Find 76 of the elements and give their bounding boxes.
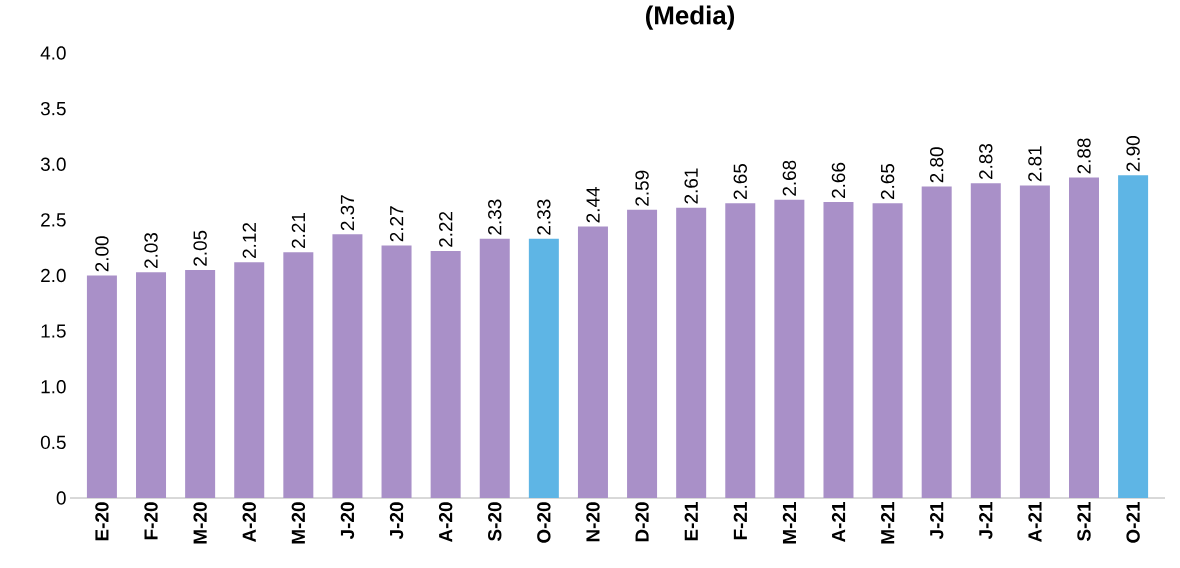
- data-label: 2.66: [831, 162, 846, 198]
- x-tick-label: A-21: [1028, 502, 1042, 543]
- data-label: 2.80: [929, 147, 944, 183]
- bar: [921, 186, 952, 498]
- bar: [1019, 185, 1050, 498]
- y-tick-label: 1.0: [41, 380, 66, 394]
- x-tick-label: J-20: [340, 502, 355, 540]
- bar: [676, 207, 707, 498]
- data-label: 2.61: [684, 168, 698, 204]
- bar: [774, 199, 805, 498]
- bar: [185, 269, 216, 498]
- x-tick-label: J-21: [979, 502, 993, 540]
- chart-title: (Media): [645, 5, 735, 30]
- data-label: 2.00: [95, 236, 109, 272]
- y-tick-label: 3.5: [40, 101, 66, 116]
- data-label: 2.88: [1077, 138, 1091, 174]
- y-tick-label: 3.0: [40, 157, 66, 171]
- bar: [577, 226, 608, 498]
- data-label: 2.81: [1028, 146, 1042, 182]
- bar: [872, 203, 903, 498]
- x-tick-label: M-21: [782, 502, 796, 544]
- data-label: 2.33: [537, 199, 551, 235]
- data-label: 2.83: [979, 143, 993, 180]
- bar: [136, 272, 167, 498]
- x-tick-label: S-20: [488, 502, 502, 541]
- x-tick-label: O-21: [1126, 502, 1140, 543]
- y-tick-label: 2.0: [41, 268, 66, 283]
- x-tick-label: M-21: [880, 502, 895, 544]
- y-tick-label: 2.5: [41, 213, 66, 227]
- x-tick-label: A-20: [438, 502, 453, 543]
- data-label: 2.05: [193, 230, 207, 266]
- y-tick-label: 1.5: [41, 324, 66, 338]
- data-label: 2.21: [291, 213, 305, 248]
- data-label: 2.68: [782, 160, 797, 196]
- y-tick-label: 0.5: [40, 435, 66, 450]
- data-label: 2.44: [586, 187, 600, 223]
- data-label: 2.65: [880, 163, 895, 200]
- data-label: 2.37: [340, 195, 355, 231]
- x-tick-label: M-20: [193, 502, 207, 544]
- data-label: 2.65: [733, 163, 747, 200]
- x-tick-label: M-20: [291, 502, 306, 544]
- data-label: 2.90: [1126, 136, 1140, 172]
- bar: [1069, 177, 1099, 498]
- data-label: 2.33: [488, 199, 502, 235]
- x-tick-label: F-20: [144, 502, 158, 540]
- bar: [234, 262, 265, 498]
- x-tick-label: S-21: [1077, 502, 1091, 541]
- x-tick-label: N-20: [586, 502, 600, 542]
- x-tick-label: J-21: [929, 502, 944, 540]
- bar: [528, 238, 559, 498]
- bar: [332, 234, 363, 498]
- data-label: 2.22: [439, 211, 453, 247]
- x-tick-label: D-20: [635, 502, 649, 542]
- y-tick-label: 0: [56, 491, 66, 505]
- data-label: 2.03: [144, 232, 158, 269]
- bar: [823, 202, 854, 498]
- bar: [1118, 175, 1149, 498]
- x-tick-label: A-20: [242, 502, 256, 543]
- x-tick-label: O-20: [537, 502, 551, 543]
- data-label: 2.59: [635, 170, 649, 206]
- data-label: 2.12: [242, 223, 256, 258]
- bar: [627, 209, 658, 498]
- y-tick-label: 4.0: [40, 46, 66, 60]
- x-tick-label: F-21: [733, 502, 747, 540]
- x-tick-label: E-21: [684, 502, 698, 541]
- bar: [381, 245, 412, 498]
- x-tick-label: E-20: [95, 502, 109, 541]
- x-tick-label: J-20: [389, 502, 404, 540]
- bar: [283, 252, 314, 498]
- bar: [86, 275, 117, 498]
- data-label: 2.27: [389, 206, 404, 242]
- bar: [970, 183, 1001, 498]
- bar: [430, 251, 461, 498]
- bar: [725, 203, 756, 498]
- x-tick-label: A-21: [831, 502, 846, 543]
- bar: [479, 238, 510, 498]
